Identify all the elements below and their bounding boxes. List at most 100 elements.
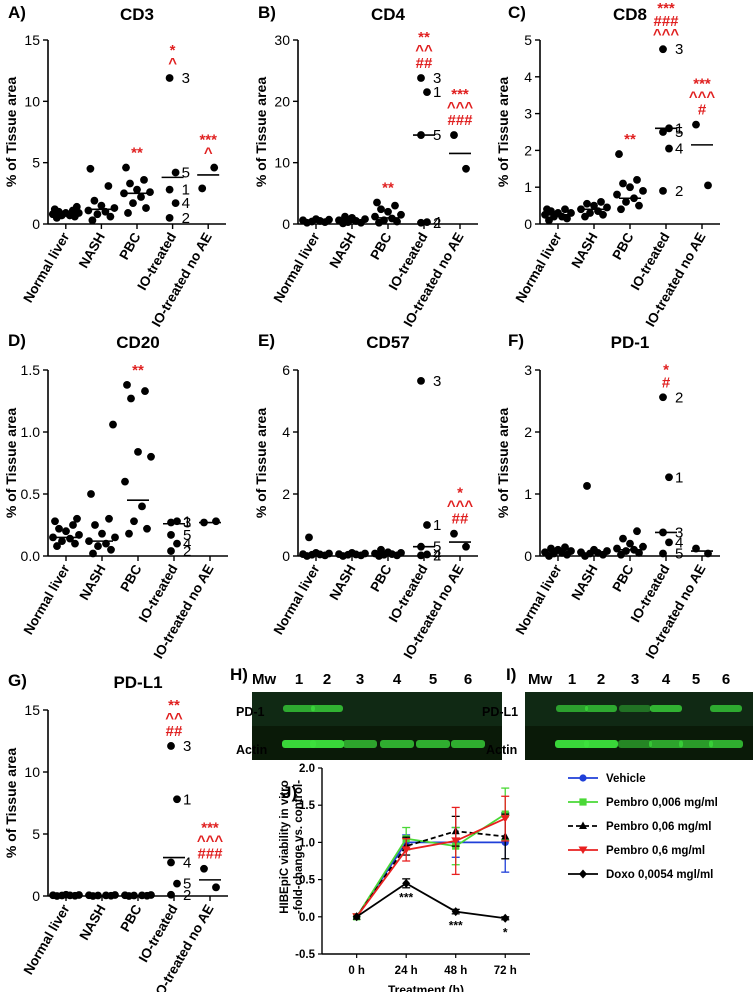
- series-marker: [402, 878, 411, 888]
- data-point: [577, 205, 585, 214]
- data-point: [613, 544, 621, 553]
- patient-label: 5: [183, 527, 191, 544]
- panel-title: CD4: [371, 5, 406, 24]
- lane-label: 4: [393, 671, 402, 688]
- mw-label: Mw: [528, 671, 552, 688]
- scatter-panel-5: F) PD-1 0 1 2 3 % of Tissue area Normal liver NA…: [495, 331, 720, 661]
- patient-label: 5: [433, 539, 441, 556]
- data-point: [659, 45, 667, 54]
- data-point: [335, 216, 343, 225]
- data-point: [85, 537, 93, 546]
- data-point: [417, 551, 425, 560]
- patient-label: 5: [675, 124, 683, 141]
- data-point: [567, 547, 575, 555]
- band-row2: [584, 740, 618, 748]
- data-point: [692, 120, 700, 129]
- data-point: [69, 521, 77, 529]
- y-tick-label: 2: [282, 486, 290, 502]
- band-row1: [710, 705, 742, 712]
- y-tick-label: 15: [24, 702, 40, 718]
- x-tick-label: PBC: [367, 562, 394, 594]
- x-tick-label: PBC: [117, 562, 144, 594]
- data-point: [417, 74, 425, 82]
- x-tick-label: NASH: [76, 230, 108, 271]
- data-point: [586, 209, 594, 217]
- x-tick-label: Normal liver: [271, 229, 323, 305]
- band-row2: [555, 740, 589, 748]
- patient-label: 4: [675, 141, 683, 158]
- data-point: [417, 218, 425, 227]
- patient-label: 2: [182, 210, 190, 227]
- patient-label: 3: [183, 738, 191, 755]
- scatter-panel-3: D) CD20 0.0 0.5 1.0 1.5 % of Tissue area Normal…: [3, 331, 228, 661]
- panel-letter: I): [506, 665, 516, 684]
- data-point: [84, 206, 93, 215]
- panel-letter: E): [258, 331, 275, 350]
- data-point: [147, 452, 155, 461]
- patient-label: 1: [675, 469, 683, 486]
- y-tick-label: -0.5: [295, 949, 315, 961]
- data-point: [58, 537, 66, 546]
- panel-letter: J): [282, 783, 297, 802]
- band-row2: [679, 740, 713, 748]
- significance-mark: #: [662, 374, 671, 391]
- significance-mark: ###: [197, 846, 223, 863]
- panel-letter: A): [8, 3, 26, 22]
- series-marker: [451, 837, 461, 845]
- significance-mark: ***: [399, 890, 413, 904]
- data-point: [299, 216, 307, 225]
- patient-label: 1: [182, 182, 190, 199]
- patient-label: 1: [183, 513, 191, 530]
- data-point: [541, 548, 549, 557]
- x-tick-label: Normal liver: [20, 229, 72, 305]
- data-point: [619, 534, 627, 543]
- y-tick-label: 0: [32, 888, 40, 904]
- significance-mark: **: [131, 145, 143, 162]
- data-point: [348, 213, 356, 222]
- data-point: [626, 539, 634, 548]
- band-row2: [282, 740, 316, 748]
- data-point: [141, 387, 149, 395]
- significance-mark: ***: [451, 86, 469, 103]
- data-point: [423, 88, 431, 97]
- series-marker: [451, 907, 460, 917]
- y-axis-label: % of Tissue area: [495, 408, 511, 518]
- patient-label: 1: [433, 84, 441, 101]
- series-marker: [579, 869, 587, 879]
- data-point: [577, 548, 585, 557]
- lane-label: 2: [597, 671, 605, 688]
- row1-label: PD-1: [236, 705, 265, 719]
- series-marker: [501, 913, 510, 923]
- data-point: [122, 163, 130, 172]
- data-point: [93, 210, 102, 219]
- data-point: [391, 201, 399, 210]
- data-point: [325, 215, 333, 224]
- data-point: [111, 891, 119, 899]
- data-point: [165, 185, 174, 194]
- data-point: [554, 209, 562, 217]
- y-tick-label: 0: [524, 548, 532, 564]
- panel-title: CD57: [366, 333, 409, 352]
- patient-label: 1: [675, 120, 683, 137]
- patient-label: 2: [433, 215, 441, 232]
- y-tick-label: 0: [32, 216, 40, 232]
- significance-mark: ^^^: [689, 89, 716, 106]
- patient-label: 3: [433, 373, 441, 390]
- significance-mark: ^^^: [197, 833, 224, 850]
- data-point: [335, 550, 343, 559]
- panel-letter: H): [230, 665, 248, 684]
- data-point: [615, 150, 623, 158]
- data-point: [554, 545, 562, 554]
- data-point: [590, 201, 598, 210]
- y-axis-label: % of Tissue area: [253, 408, 269, 518]
- data-point: [165, 213, 174, 222]
- data-point: [423, 218, 431, 227]
- y-tick-label: 1.5: [299, 800, 316, 812]
- data-point: [561, 543, 569, 552]
- data-point: [91, 521, 99, 529]
- series-1: [353, 787, 510, 921]
- data-point: [110, 204, 119, 212]
- x-tick-label: Normal liver: [271, 561, 323, 637]
